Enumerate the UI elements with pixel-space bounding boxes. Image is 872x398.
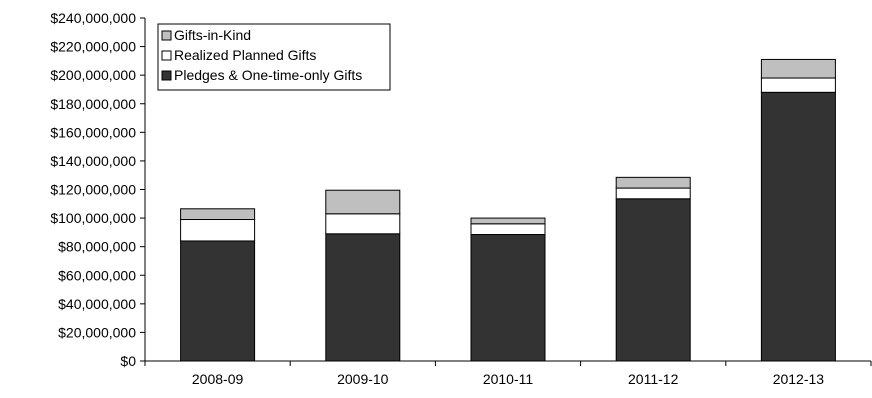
bar-segment [325, 189, 401, 215]
x-tick-label: 2011-12 [628, 371, 679, 387]
bar-segment [180, 240, 256, 362]
y-tick-label: $240,000,000 [50, 10, 136, 26]
y-tick-label: $180,000,000 [50, 96, 136, 112]
bar-segment [760, 58, 836, 79]
legend-swatch [161, 30, 172, 41]
x-tick-label: 2010-11 [483, 371, 534, 387]
bar-segment [615, 187, 691, 200]
y-tick-label: $120,000,000 [50, 182, 136, 198]
bar-segment [325, 233, 401, 362]
x-tick-label: 2009-10 [337, 371, 389, 387]
legend-label: Pledges & One-time-only Gifts [174, 67, 362, 83]
bar-segment [615, 198, 691, 362]
bar-segment [470, 234, 546, 362]
y-tick-label: $80,000,000 [58, 239, 136, 255]
y-tick-label: $20,000,000 [58, 324, 136, 340]
legend-label: Gifts-in-Kind [174, 27, 251, 43]
y-tick-label: $220,000,000 [50, 39, 136, 55]
bar-segment [180, 208, 256, 221]
legend-box [157, 23, 391, 91]
y-tick-label: $0 [120, 353, 136, 369]
y-tick-label: $40,000,000 [58, 296, 136, 312]
bar-segment [760, 77, 836, 93]
bars [180, 58, 836, 362]
x-axis: 2008-09 2009-10 2010-11 2011-12 2012-13 [144, 360, 872, 387]
legend-swatch [161, 70, 172, 81]
bar-segment [180, 219, 256, 242]
y-tick-label: $200,000,000 [50, 67, 136, 83]
bar-segment [325, 213, 401, 235]
x-tick-label: 2008-09 [192, 371, 244, 387]
y-tick-label: $140,000,000 [50, 153, 136, 169]
x-tick-label: 2012-13 [773, 371, 825, 387]
bar-segment [615, 176, 691, 189]
legend: Gifts-in-Kind Realized Planned Gifts Pledg… [157, 23, 391, 91]
bar-segment [470, 217, 546, 225]
y-axis: $0 $20,000,000 $40,000,000 $60,000,000 $80,0… [50, 10, 146, 369]
y-tick-label: $160,000,000 [50, 124, 136, 140]
y-tick-label: $100,000,000 [50, 210, 136, 226]
y-tick-label: $60,000,000 [58, 267, 136, 283]
bar-segment [760, 91, 836, 362]
legend-label: Realized Planned Gifts [174, 47, 316, 63]
bar-segment [470, 223, 546, 236]
legend-swatch [161, 50, 172, 61]
